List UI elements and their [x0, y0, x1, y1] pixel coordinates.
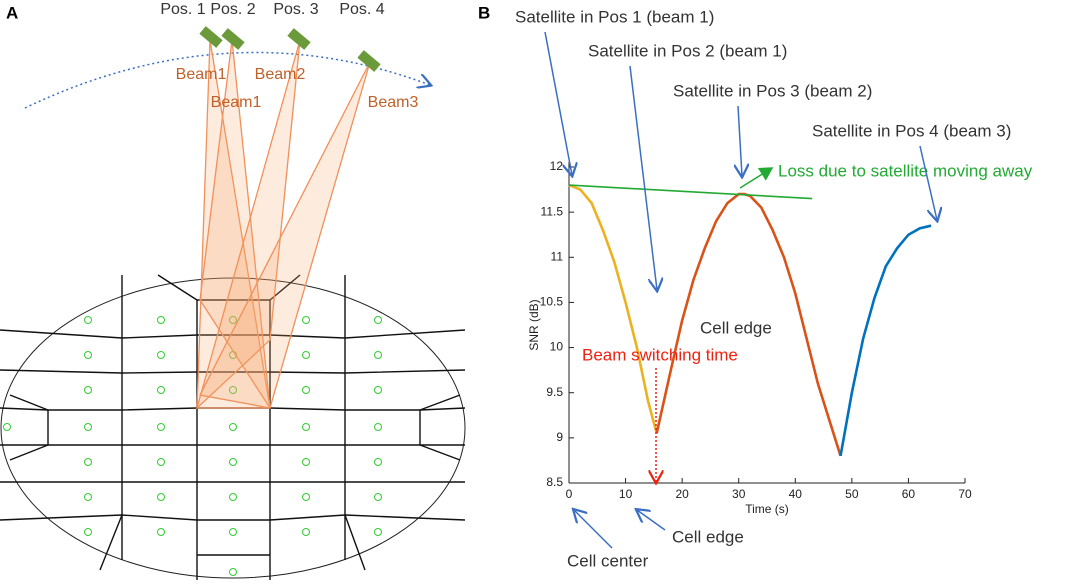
cell-center: [374, 493, 382, 501]
y-tick-label: 9: [556, 430, 563, 444]
cell-center: [84, 351, 92, 359]
cell-center: [302, 493, 310, 501]
y-tick-label: 10.5: [540, 295, 564, 309]
beam-label: Beam2: [255, 66, 306, 83]
y-tick-label: 11: [551, 249, 564, 263]
annotation: Satellite in Pos 1 (beam 1): [515, 7, 714, 26]
cell-center: [229, 316, 237, 324]
cell-center: [229, 423, 237, 431]
cell-center: [374, 423, 382, 431]
cell-center: [374, 458, 382, 466]
x-axis-label: Time (s): [745, 502, 789, 516]
cell-center: [374, 386, 382, 394]
x-tick-label: 30: [732, 487, 746, 501]
arrow: [629, 65, 657, 290]
x-tick-label: 60: [902, 487, 916, 501]
cell-grid: [0, 274, 466, 580]
annotation: Satellite in Pos 2 (beam 1): [588, 41, 787, 60]
cell-center: [157, 493, 165, 501]
panel-label: A: [6, 3, 18, 22]
cell-center: [84, 386, 92, 394]
cell-center: [84, 528, 92, 536]
y-tick-label: 12: [550, 159, 564, 173]
snr-line: [568, 184, 813, 200]
cell-center: [374, 528, 382, 536]
x-tick-label: 40: [789, 487, 803, 501]
cell-center: [157, 351, 165, 359]
beam-label: Beam1: [211, 94, 262, 111]
annotation: Cell edge: [700, 318, 772, 337]
arrow: [738, 105, 742, 176]
cell-center: [374, 351, 382, 359]
y-axis-label: SNR (dB): [527, 299, 541, 350]
x-tick-label: 10: [619, 487, 633, 501]
cell-center: [229, 528, 237, 536]
panel-label: B: [478, 3, 490, 22]
beam-label: Beam3: [368, 94, 419, 111]
beams: [195, 39, 371, 411]
y-tick-label: 9.5: [546, 385, 563, 399]
cell-center: [302, 423, 310, 431]
y-tick-label: 8.5: [546, 475, 563, 489]
snr-line: [568, 183, 658, 434]
cell-center: [157, 423, 165, 431]
y-tick-label: 11.5: [541, 204, 564, 218]
annotation: Satellite in Pos 3 (beam 2): [673, 81, 872, 100]
x-tick-label: 50: [845, 487, 859, 501]
cell-center: [374, 316, 382, 324]
position-label: Pos. 1: [160, 1, 205, 18]
annotation: Cell edge: [672, 527, 744, 546]
x-tick-label: 0: [566, 487, 573, 501]
cell-center: [302, 458, 310, 466]
x-tick-label: 20: [675, 487, 689, 501]
cell-center: [157, 528, 165, 536]
arrow: [919, 145, 937, 220]
cell-center: [229, 568, 237, 576]
cell-center: [84, 458, 92, 466]
cell-center: [157, 458, 165, 466]
cell-center: [84, 493, 92, 501]
cell-center: [3, 423, 11, 431]
annotation: Cell center: [567, 551, 649, 570]
beam-label: Beam1: [176, 66, 227, 83]
annotation: Satellite in Pos 4 (beam 3): [812, 121, 1011, 140]
position-label: Pos. 2: [210, 1, 255, 18]
cell-center: [157, 386, 165, 394]
arrow: [739, 167, 774, 189]
snr-line: [839, 224, 932, 457]
cell-center: [302, 386, 310, 394]
cell-center: [229, 493, 237, 501]
cell-center: [302, 351, 310, 359]
arrow: [637, 510, 666, 531]
cell-center: [157, 316, 165, 324]
position-label: Pos. 3: [273, 1, 318, 18]
cell-center: [229, 386, 237, 394]
arrow: [544, 31, 572, 175]
cell-centers: [3, 316, 382, 576]
annotation: Loss due to satellite moving away: [778, 161, 1033, 180]
cell-center: [229, 458, 237, 466]
cell-center: [302, 528, 310, 536]
satellites: [199, 26, 381, 72]
snr-chart: 8.5 9 9.5 10 10.5 11 11.5 12 0 10 20 30 40 50 60 70 Time…: [515, 7, 1033, 570]
coverage-diagram: [0, 26, 466, 580]
cell-center: [84, 423, 92, 431]
arrow: [574, 510, 613, 549]
position-label: Pos. 4: [339, 1, 384, 18]
annotation: Beam switching time: [582, 345, 738, 364]
x-tick-label: 70: [958, 487, 972, 501]
y-tick-label: 10: [550, 340, 564, 354]
cell-center: [84, 316, 92, 324]
cell-center: [302, 316, 310, 324]
